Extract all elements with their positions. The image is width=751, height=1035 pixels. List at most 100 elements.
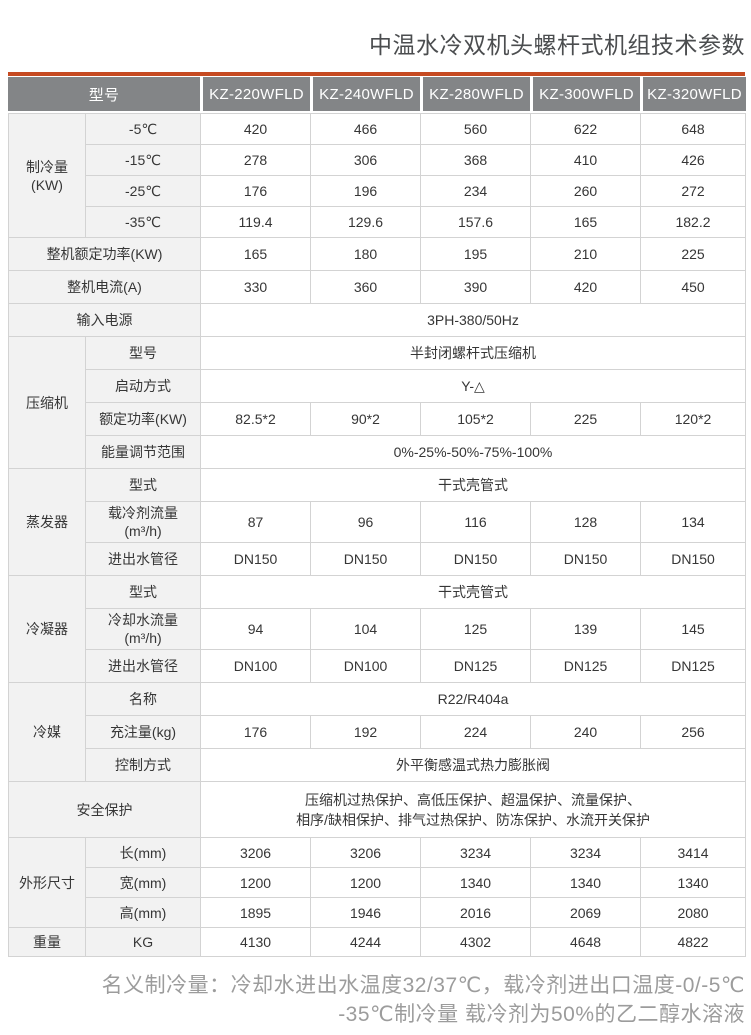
cell-value: 410 [530, 144, 641, 175]
row-label: 启动方式 [85, 369, 201, 402]
cell-value-span: 外平衡感温式热力膨胀阀 [200, 748, 747, 781]
table-row: -15℃ 278 306 368 410 426 [8, 144, 747, 175]
cell-value: 1895 [200, 897, 311, 927]
cell-value: 560 [420, 113, 531, 144]
cell-value: 120*2 [640, 402, 747, 435]
table-row: 安全保护 压缩机过热保护、高低压保护、超温保护、流量保护、 相序/缺相保护、排气… [8, 781, 747, 837]
group-cell-weight: 重量 [8, 927, 85, 957]
cell-value-span: 干式壳管式 [200, 575, 747, 608]
cell-value: 180 [310, 237, 421, 270]
cell-value: DN125 [530, 649, 641, 682]
cell-value: 240 [530, 715, 641, 748]
accent-divider [8, 72, 745, 76]
row-label: -5℃ [85, 113, 201, 144]
table-row: 外形尺寸 长(mm) 3206 3206 3234 3234 3414 [8, 837, 747, 927]
table-row: 能量调节范围 0%-25%-50%-75%-100% [8, 435, 747, 468]
cell-value-span: 干式壳管式 [200, 468, 747, 501]
table-row: 压缩机 型号 半封闭螺杆式压缩机 [8, 336, 747, 468]
cell-value: 420 [200, 113, 311, 144]
cell-value: 4302 [420, 927, 531, 957]
cell-value: 157.6 [420, 206, 531, 237]
cell-value: 272 [640, 175, 747, 206]
footnote-line-2: -35℃制冷量 载冷剂为50%的乙二醇水溶液 [338, 1003, 745, 1026]
table-row: 额定功率(KW) 82.5*2 90*2 105*2 225 120*2 [8, 402, 747, 435]
row-label: 型式 [85, 468, 201, 501]
table-row: 整机电流(A) 330 360 390 420 450 [8, 270, 747, 303]
cell-value: 234 [420, 175, 531, 206]
row-label: 进出水管径 [85, 542, 201, 575]
footnote-line-1: 名义制冷量：冷却水进出水温度32/37℃，载冷剂进出口温度-0/-5℃ [101, 974, 745, 997]
cell-value: 1200 [200, 867, 311, 897]
cell-value: 278 [200, 144, 311, 175]
cell-value: 3206 [200, 837, 311, 867]
cell-value: 129.6 [310, 206, 421, 237]
table-row: 进出水管径 DN100 DN100 DN125 DN125 DN125 [8, 649, 747, 682]
row-label: 能量调节范围 [85, 435, 201, 468]
cell-value: 139 [530, 608, 641, 649]
cell-value: DN125 [420, 649, 531, 682]
group-cell-refrigerant: 冷媒 [8, 682, 85, 781]
cell-value: 1200 [310, 867, 421, 897]
cell-value-span: 半封闭螺杆式压缩机 [200, 336, 747, 369]
table-row: 冷媒 名称 R22/R404a [8, 682, 747, 781]
cell-value: 82.5*2 [200, 402, 311, 435]
cell-value: 466 [310, 113, 421, 144]
cell-value: 196 [310, 175, 421, 206]
row-label: 载冷剂流量(m³/h) [85, 501, 201, 542]
table-row: 制冷量(KW) -5℃ 420 466 560 622 648 [8, 113, 747, 237]
cell-value-span: 3PH-380/50Hz [200, 303, 747, 336]
cell-value: DN150 [530, 542, 641, 575]
group-cell-evaporator: 蒸发器 [8, 468, 85, 575]
row-label: 长(mm) [85, 837, 201, 867]
cell-value: 210 [530, 237, 641, 270]
cell-value: DN150 [420, 542, 531, 575]
cell-value: 3414 [640, 837, 747, 867]
cell-value: 330 [200, 270, 311, 303]
cell-value: 134 [640, 501, 747, 542]
row-label: 名称 [85, 682, 201, 715]
cell-value: 3234 [420, 837, 531, 867]
cell-value: 1340 [640, 867, 747, 897]
cell-value: 1340 [420, 867, 531, 897]
table-row: 输入电源 3PH-380/50Hz [8, 303, 747, 336]
row-label: 额定功率(KW) [85, 402, 201, 435]
cell-value: 176 [200, 715, 311, 748]
row-label-rated-power: 整机额定功率(KW) [8, 237, 201, 270]
cell-value: 4130 [200, 927, 311, 957]
cell-value: 94 [200, 608, 311, 649]
safety-line-2: 相序/缺相保护、排气过热保护、防冻保护、水流开关保护 [296, 811, 650, 828]
cell-value: 622 [530, 113, 641, 144]
cell-value: 2080 [640, 897, 747, 927]
table-row: 启动方式 Y-△ [8, 369, 747, 402]
row-label: -35℃ [85, 206, 201, 237]
table-row: 进出水管径 DN150 DN150 DN150 DN150 DN150 [8, 542, 747, 575]
cell-value-safety: 压缩机过热保护、高低压保护、超温保护、流量保护、 相序/缺相保护、排气过热保护、… [200, 781, 747, 837]
cell-value: 1946 [310, 897, 421, 927]
cell-value-span: Y-△ [200, 369, 747, 402]
header-model-label: 型号 [8, 77, 201, 113]
cell-value: 4822 [640, 927, 747, 957]
cell-value: DN100 [310, 649, 421, 682]
row-label: KG [85, 927, 201, 957]
row-label: 冷却水流量(m³/h) [85, 608, 201, 649]
cell-value: 176 [200, 175, 311, 206]
row-label-power-supply: 输入电源 [8, 303, 201, 336]
row-label-safety: 安全保护 [8, 781, 201, 837]
group-cell-dimensions: 外形尺寸 [8, 837, 85, 927]
cell-value: DN150 [640, 542, 747, 575]
table-row: -35℃ 119.4 129.6 157.6 165 182.2 [8, 206, 747, 237]
cell-value: 2016 [420, 897, 531, 927]
cell-value: 192 [310, 715, 421, 748]
cell-value: 182.2 [640, 206, 747, 237]
row-label: -25℃ [85, 175, 201, 206]
cell-value: 2069 [530, 897, 641, 927]
row-label: 高(mm) [85, 897, 201, 927]
cell-value: 420 [530, 270, 641, 303]
header-model-4: KZ-320WFLD [640, 77, 747, 113]
cell-value: 3206 [310, 837, 421, 867]
cell-value: 368 [420, 144, 531, 175]
cell-value: 87 [200, 501, 311, 542]
table-row: 冷凝器 型式 干式壳管式 [8, 575, 747, 682]
cell-value: 1340 [530, 867, 641, 897]
